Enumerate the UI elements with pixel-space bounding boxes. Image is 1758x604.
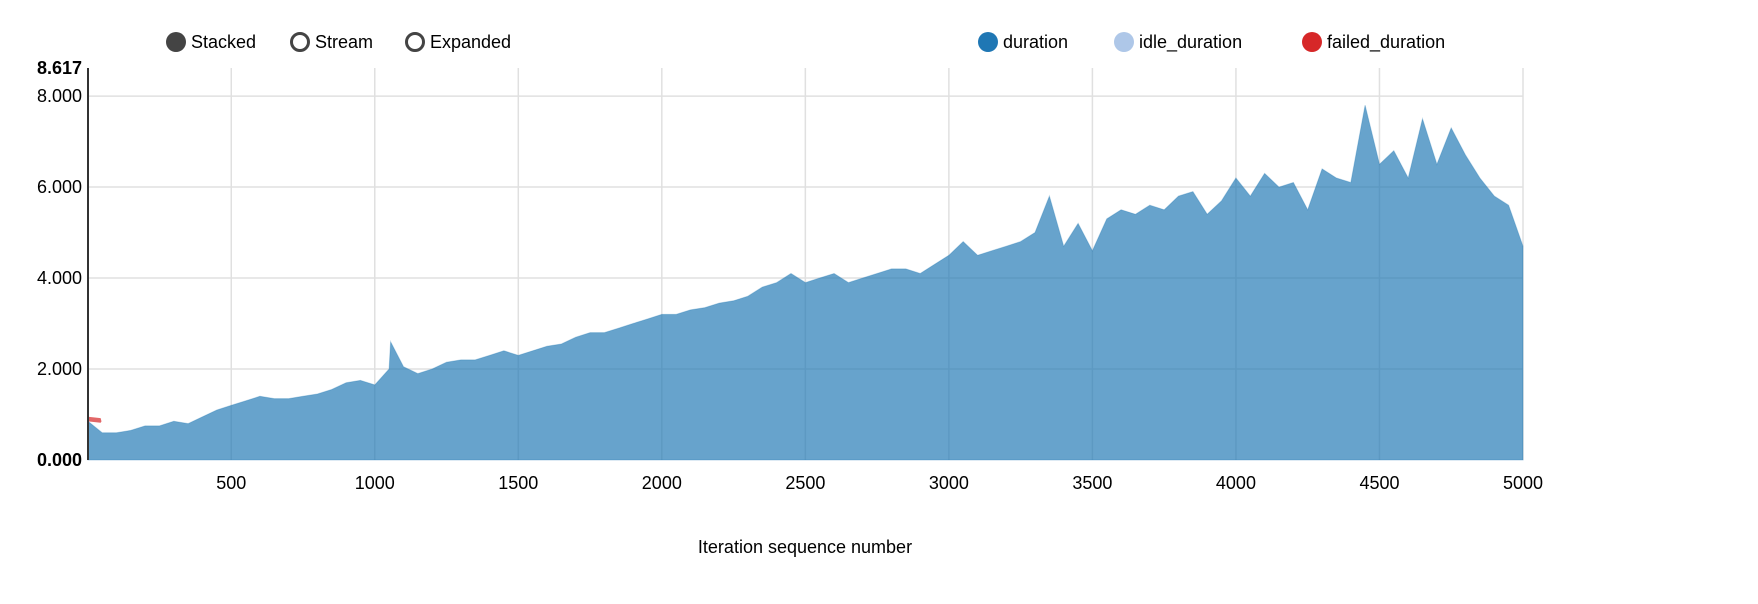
areas (87, 105, 1524, 461)
x-tick-label: 4500 (1359, 473, 1399, 493)
legend-item-idle_duration[interactable]: idle_duration (1114, 32, 1242, 53)
legend-item-duration[interactable]: duration (978, 32, 1068, 52)
y-tick-label: 8.000 (37, 86, 82, 106)
x-axis: 500 1000 1500 2000 2500 3000 3500 4000 4500 5000 (216, 473, 1543, 493)
control-label: Expanded (430, 32, 511, 52)
legend: duration idle_duration failed_duration (978, 32, 1445, 53)
control-stream[interactable]: Stream (290, 32, 374, 52)
y-tick-label: 4.000 (37, 268, 82, 288)
area-duration[interactable] (87, 105, 1524, 461)
radio-icon[interactable] (290, 32, 310, 52)
legend-label: failed_duration (1327, 32, 1445, 53)
control-label: Stream (315, 32, 373, 52)
y-tick-label: 6.000 (37, 177, 82, 197)
chart-mode-controls: Stacked Stream Expanded (166, 32, 511, 52)
x-tick-label: 2000 (642, 473, 682, 493)
x-tick-label: 3500 (1072, 473, 1112, 493)
x-tick-label: 500 (216, 473, 246, 493)
area-failed-duration[interactable] (88, 416, 102, 423)
x-tick-label: 4000 (1216, 473, 1256, 493)
legend-item-failed_duration[interactable]: failed_duration (1302, 32, 1445, 53)
legend-swatch-icon (1302, 32, 1322, 52)
y-axis: 2.000 4.000 6.000 8.000 0.000 8.617 (37, 58, 82, 470)
radio-icon[interactable] (405, 32, 425, 52)
legend-label: duration (1003, 32, 1068, 52)
control-label: Stacked (191, 32, 256, 52)
x-tick-label: 3000 (929, 473, 969, 493)
control-stacked[interactable]: Stacked (166, 32, 256, 52)
x-axis-label: Iteration sequence number (698, 537, 912, 557)
legend-swatch-icon (1114, 32, 1134, 52)
legend-label: idle_duration (1139, 32, 1242, 53)
x-tick-label: 1000 (355, 473, 395, 493)
x-tick-label: 2500 (785, 473, 825, 493)
y-extent-label: 8.617 (37, 58, 82, 78)
y-tick-label: 2.000 (37, 359, 82, 379)
y-extent-label: 0.000 (37, 450, 82, 470)
x-tick-label: 5000 (1503, 473, 1543, 493)
legend-swatch-icon (978, 32, 998, 52)
x-tick-label: 1500 (498, 473, 538, 493)
radio-icon[interactable] (166, 32, 186, 52)
control-expanded[interactable]: Expanded (405, 32, 512, 52)
